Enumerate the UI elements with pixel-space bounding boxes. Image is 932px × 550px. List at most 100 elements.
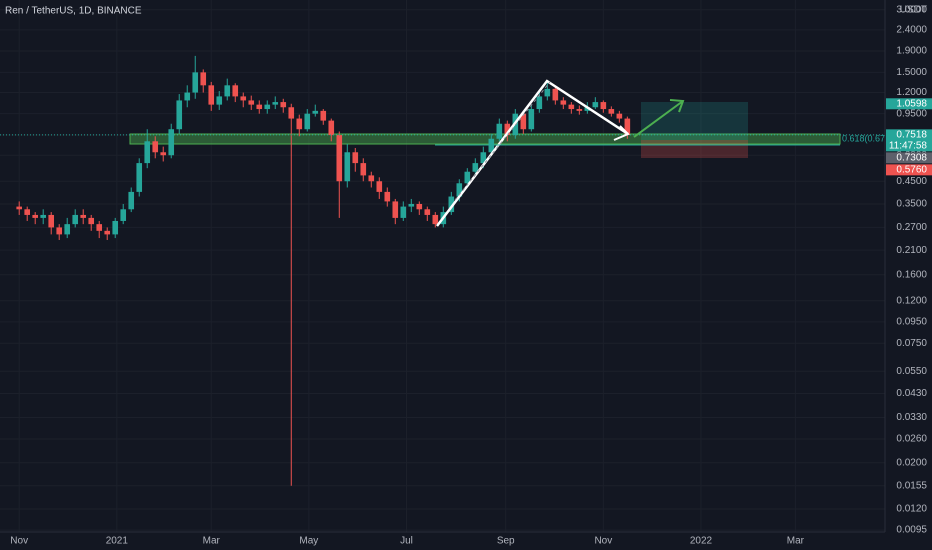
x-tick-label: 2021 [106,536,129,547]
candle-body [616,113,623,119]
candle-body [160,152,167,156]
candle-body [536,96,543,110]
price-label: 0.7518 [896,129,927,140]
candle-body [408,203,415,207]
candle-body [192,72,199,93]
price-label: 0.5760 [896,164,927,175]
countdown-label: 11:47:58 [889,140,928,151]
candle-body [624,118,631,136]
candle-body [64,224,71,235]
labels: 3.0000 2.4000 1.9000 1.5000 1.2000 0.9500 0.75… [10,4,932,547]
candle-body [320,110,327,121]
candle-body [552,88,559,101]
x-tick-label: Mar [203,536,221,547]
y-tick-label: 0.0095 [896,525,927,536]
candle-body [424,209,431,215]
candle-body [584,107,591,111]
candle-body [496,123,503,139]
candle-body [400,206,407,218]
candle-body [384,191,391,202]
candle-body [256,104,263,110]
candle-body [72,214,79,225]
candle-body [24,209,31,215]
projection-arrow [633,100,684,138]
fib-label: 0.618(0.6740) [842,133,898,143]
target-zone [641,102,748,140]
price-label-bg [886,129,932,152]
candle-body [264,104,271,110]
y-tick-label: 0.1600 [896,269,927,280]
y-tick-label: 0.0550 [896,366,927,377]
candle-body [488,138,495,153]
candle-body [528,109,535,130]
candle-body [608,109,615,114]
chart-title: Ren / TetherUS, 1D, BINANCE [5,6,142,17]
candle-body [80,214,87,218]
candle-body [40,214,47,218]
y-tick-label: 0.3500 [896,199,927,210]
candle-body [568,104,575,110]
grid [0,0,885,532]
y-tick-label: 0.0430 [896,388,927,399]
candle-body [592,102,599,108]
candle-body [120,209,127,221]
y-tick-label: 0.0120 [896,504,927,515]
candle-body [600,102,607,110]
candle-body [152,141,159,153]
candle-body [312,110,319,114]
candle-body [216,96,223,105]
candle-body [416,203,423,210]
candles [0,55,885,486]
y-tick-label: 0.1200 [896,295,927,306]
x-tick-label: Jul [400,536,413,547]
y-tick-label: 2.4000 [896,25,927,36]
candle-body [176,100,183,130]
candle-body [112,220,119,235]
candle-body [392,201,399,218]
candle-body [136,163,143,192]
price-label-bg [886,98,932,110]
candle-body [504,123,511,136]
x-tick-label: Sep [497,536,515,547]
support-zone [129,133,841,145]
candle-body [432,214,439,225]
y-tick-label: 0.0155 [896,480,927,491]
candle-body [32,214,39,218]
y-tick-label: 0.0750 [896,338,927,349]
candle-body [336,135,343,182]
candle-body [560,100,567,105]
candle-body [280,102,287,108]
candle-body [168,129,175,156]
candle-body [304,113,311,130]
y-tick-label: 3.0000 [896,4,927,15]
x-tick-label: May [299,536,318,547]
candle-body [296,118,303,130]
y-tick-label: 0.0260 [896,434,927,445]
candle-body [48,214,55,228]
candle-body [240,96,247,101]
candle-body [208,85,215,105]
arrow-head [613,125,630,141]
candle-body [272,102,279,105]
candle-body [368,175,375,182]
y-tick-label: 0.2700 [896,222,927,233]
candle-body [224,85,231,97]
x-tick-label: Nov [10,536,28,547]
candle-body [472,163,479,172]
y-tick-label: 1.5000 [896,67,927,78]
candle-body [544,88,551,97]
candle-body [232,85,239,97]
channel-line [454,81,551,201]
trend-drawing [436,79,629,227]
candle-body [464,171,471,184]
candle-body [104,230,111,235]
x-tick-label: 2022 [690,536,713,547]
y-tick-label: 1.2000 [896,87,927,98]
candle-body [56,227,63,235]
x-tick-label: Nov [594,536,612,547]
candle-body [96,224,103,231]
candle-body [456,183,463,197]
price-label-bg [886,152,932,164]
